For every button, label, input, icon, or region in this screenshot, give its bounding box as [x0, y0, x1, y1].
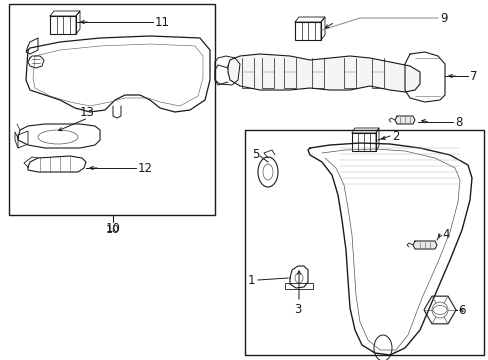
Text: 6: 6 [457, 303, 465, 316]
Polygon shape [412, 241, 436, 249]
Polygon shape [394, 116, 414, 124]
Text: 12: 12 [138, 162, 153, 175]
Bar [285, 283, 312, 289]
Text: 3: 3 [294, 303, 301, 316]
Bar [351, 133, 375, 151]
Text: 11: 11 [155, 15, 170, 28]
Bar [50, 16, 76, 34]
Bar [9, 4, 215, 215]
Text: 7: 7 [469, 69, 476, 82]
Bar [244, 130, 483, 355]
Text: 9: 9 [439, 12, 447, 24]
Text: 5: 5 [251, 148, 259, 161]
Text: 4: 4 [441, 228, 448, 240]
Polygon shape [227, 54, 419, 92]
Text: 10: 10 [105, 222, 120, 235]
Text: 2: 2 [391, 130, 399, 143]
Bar [294, 22, 320, 40]
Text: 1: 1 [247, 274, 255, 287]
Text: 8: 8 [454, 116, 462, 129]
Text: 10: 10 [106, 225, 120, 235]
Text: 13: 13 [80, 105, 95, 118]
